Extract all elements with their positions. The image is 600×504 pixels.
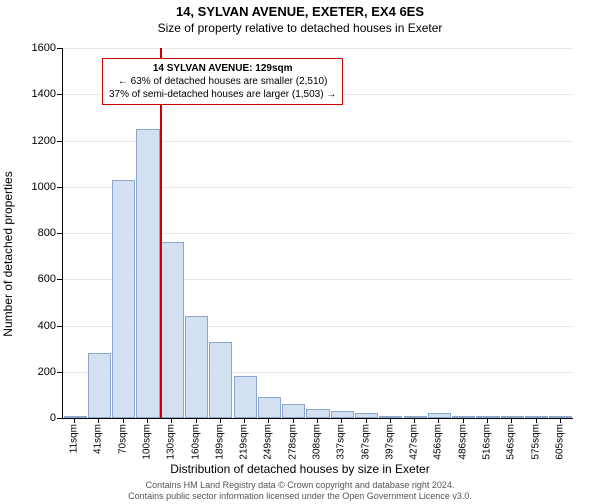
y-tick-mark: [57, 418, 62, 419]
annotation-line-1: 14 SYLVAN AVENUE: 129sqm: [109, 62, 336, 75]
y-tick-mark: [57, 187, 62, 188]
y-tick-mark: [57, 141, 62, 142]
histogram-bar: [209, 342, 232, 418]
histogram-bar: [161, 242, 184, 418]
y-tick-label: 1400: [16, 88, 62, 100]
x-tick-label: 70sqm: [117, 418, 128, 454]
x-tick-label: 308sqm: [312, 418, 323, 460]
x-tick-label: 456sqm: [433, 418, 444, 460]
x-tick-label: 41sqm: [93, 418, 104, 454]
histogram-bar: [112, 180, 135, 418]
x-tick-label: 605sqm: [554, 418, 565, 460]
x-tick-label: 486sqm: [457, 418, 468, 460]
histogram-bar: [428, 413, 451, 418]
x-tick-label: 516sqm: [482, 418, 493, 460]
x-tick-label: 278sqm: [287, 418, 298, 460]
x-tick-label: 427sqm: [409, 418, 420, 460]
x-tick-label: 397sqm: [384, 418, 395, 460]
y-tick-label: 800: [16, 227, 62, 239]
x-tick-label: 130sqm: [166, 418, 177, 460]
y-tick-label: 1200: [16, 135, 62, 147]
y-tick-mark: [57, 233, 62, 234]
histogram-bar: [282, 404, 305, 418]
histogram-bar: [258, 397, 281, 418]
y-tick-mark: [57, 372, 62, 373]
x-tick-label: 160sqm: [190, 418, 201, 460]
chart-title-sub: Size of property relative to detached ho…: [0, 21, 600, 35]
chart-title-main: 14, SYLVAN AVENUE, EXETER, EX4 6ES: [0, 4, 600, 19]
y-tick-label: 1600: [16, 42, 62, 54]
histogram-bar: [88, 353, 111, 418]
y-tick-label: 200: [16, 366, 62, 378]
y-tick-mark: [57, 326, 62, 327]
histogram-bar: [306, 409, 329, 418]
histogram-bar: [476, 416, 499, 418]
y-tick-mark: [57, 279, 62, 280]
annotation-line-3: 37% of semi-detached houses are larger (…: [109, 88, 336, 101]
x-tick-label: 189sqm: [214, 418, 225, 460]
chart-area: 14 SYLVAN AVENUE: 129sqm ← 63% of detach…: [62, 48, 572, 418]
histogram-bar: [501, 416, 524, 418]
histogram-bar: [331, 411, 354, 418]
x-axis-label: Distribution of detached houses by size …: [0, 462, 600, 476]
y-tick-mark: [57, 94, 62, 95]
histogram-bar: [452, 416, 475, 418]
histogram-bar: [64, 416, 87, 418]
y-tick-label: 1000: [16, 181, 62, 193]
y-tick-label: 400: [16, 320, 62, 332]
y-tick-label: 600: [16, 273, 62, 285]
histogram-bar: [379, 416, 402, 418]
x-tick-label: 367sqm: [360, 418, 371, 460]
x-tick-label: 546sqm: [506, 418, 517, 460]
x-tick-label: 11sqm: [69, 418, 80, 453]
footer-line-1: Contains HM Land Registry data © Crown c…: [0, 480, 600, 491]
annotation-box: 14 SYLVAN AVENUE: 129sqm ← 63% of detach…: [102, 58, 343, 105]
x-tick-label: 219sqm: [239, 418, 250, 460]
histogram-bar: [549, 416, 572, 418]
x-tick-label: 100sqm: [142, 418, 153, 460]
y-tick-mark: [57, 48, 62, 49]
x-tick-label: 249sqm: [263, 418, 274, 460]
histogram-bar: [234, 376, 257, 418]
histogram-bar: [355, 413, 378, 418]
y-tick-label: 0: [16, 412, 62, 424]
grid-line: [63, 48, 573, 49]
chart-footer: Contains HM Land Registry data © Crown c…: [0, 480, 600, 502]
histogram-bar: [136, 129, 159, 418]
histogram-bar: [525, 416, 548, 418]
x-tick-label: 337sqm: [336, 418, 347, 460]
histogram-bar: [404, 416, 427, 418]
histogram-bar: [185, 316, 208, 418]
annotation-line-2: ← 63% of detached houses are smaller (2,…: [109, 75, 336, 88]
x-tick-label: 575sqm: [530, 418, 541, 460]
footer-line-2: Contains public sector information licen…: [0, 491, 600, 502]
